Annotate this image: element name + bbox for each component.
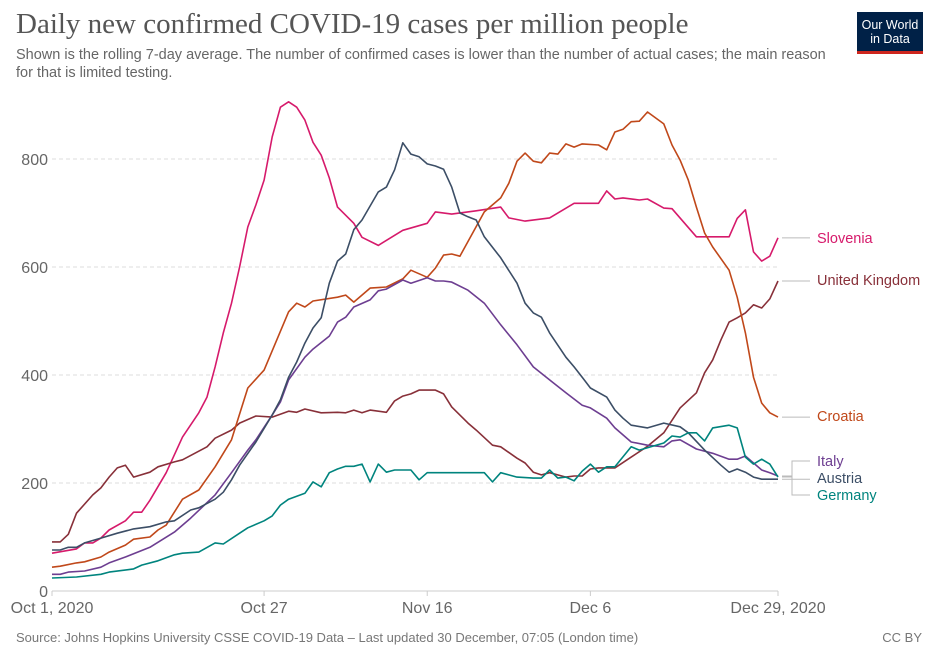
logo-accent-bar — [857, 51, 923, 54]
series-line-italy[interactable] — [52, 277, 779, 576]
series-line-united-kingdom[interactable] — [52, 280, 779, 543]
y-tick-label: 200 — [21, 476, 48, 493]
x-tick-label: Dec 6 — [569, 600, 611, 617]
series-label-italy[interactable]: Italy — [817, 454, 844, 470]
label-connector — [782, 476, 810, 496]
chart-subtitle: Shown is the rolling 7-day average. The … — [16, 47, 826, 81]
series-line-austria[interactable] — [52, 142, 778, 551]
owid-logo[interactable]: Our World in Data — [857, 12, 923, 54]
x-tick-label: Nov 16 — [402, 600, 453, 617]
series-line-croatia[interactable] — [51, 111, 779, 568]
series-label-austria[interactable]: Austria — [817, 471, 863, 487]
series-labels: Slovenia United Kingdom Croatia ItalyAustri… — [782, 231, 920, 504]
y-tick-label: 0 — [39, 584, 48, 601]
x-axis: Oct 1, 2020 Oct 27 Nov 16 Dec 6 Dec 29, 2020 — [11, 590, 826, 617]
license-link[interactable]: CC BY — [882, 630, 922, 645]
grid: 0 200 400 600 800 — [21, 152, 778, 601]
y-tick-label: 800 — [21, 152, 48, 169]
x-tick-label: Dec 29, 2020 — [730, 600, 825, 617]
series-line-germany[interactable] — [51, 424, 779, 579]
label-connector — [782, 460, 810, 477]
series-label-slovenia[interactable]: Slovenia — [817, 231, 874, 247]
source-note: Source: Johns Hopkins University CSSE CO… — [16, 630, 639, 645]
x-tick-label: Oct 27 — [241, 600, 288, 617]
chart-title: Daily new confirmed COVID-19 cases per m… — [16, 8, 689, 40]
logo-text: Our World in Data — [861, 18, 919, 46]
series-label-croatia[interactable]: Croatia — [817, 409, 865, 425]
y-tick-label: 400 — [21, 368, 48, 385]
x-tick-label: Oct 1, 2020 — [11, 600, 94, 617]
y-tick-label: 600 — [21, 260, 48, 277]
series-label-united-kingdom[interactable]: United Kingdom — [817, 273, 920, 289]
series-line-slovenia[interactable] — [51, 101, 779, 554]
series-label-germany[interactable]: Germany — [817, 488, 877, 504]
series-lines — [51, 101, 779, 579]
